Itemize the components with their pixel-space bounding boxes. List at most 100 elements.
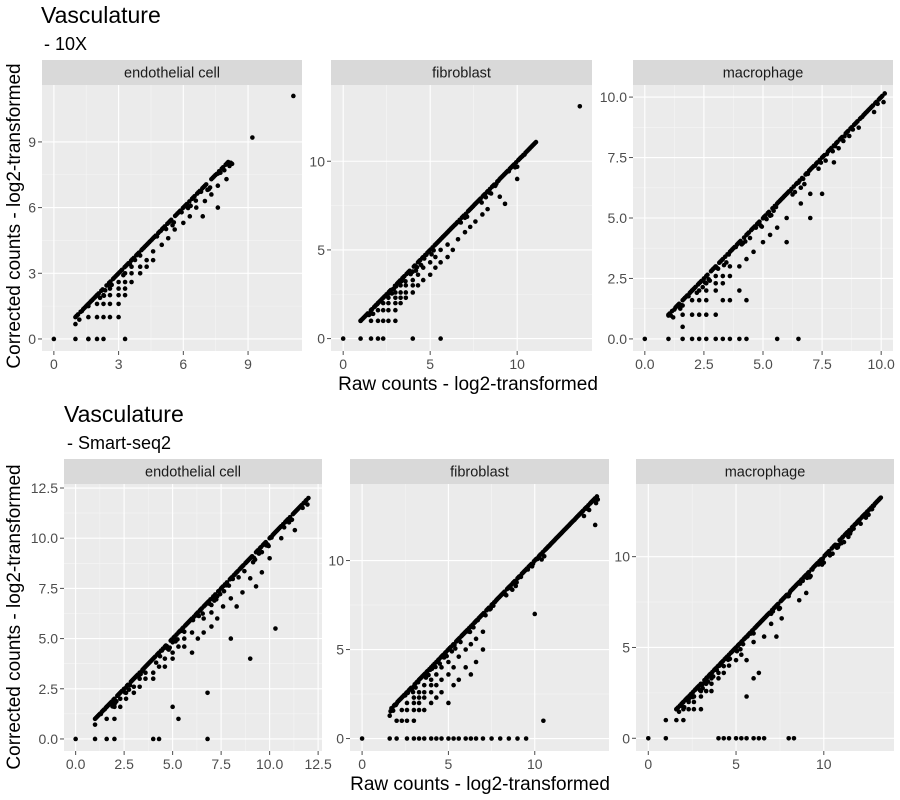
diagonal-point	[586, 507, 592, 513]
diagonal-point	[218, 170, 223, 176]
facet-strip	[331, 60, 592, 85]
data-point	[116, 279, 121, 285]
data-point	[680, 336, 685, 342]
data-point	[291, 93, 296, 99]
data-point	[112, 704, 117, 710]
data-point	[209, 192, 214, 197]
data-point	[228, 596, 234, 601]
data-point	[375, 300, 381, 306]
diagonal-point	[229, 161, 235, 167]
data-point	[446, 672, 451, 677]
data-point	[709, 681, 714, 687]
data-point	[784, 239, 789, 245]
diagonal-point	[747, 235, 753, 241]
x-tick-label: 0	[50, 356, 58, 372]
diagonal-point	[777, 605, 783, 611]
data-point	[727, 264, 733, 269]
data-point	[489, 736, 494, 741]
data-point	[387, 736, 393, 741]
data-point	[86, 336, 91, 342]
data-point	[767, 232, 773, 238]
data-point	[523, 736, 529, 741]
diagonal-point	[764, 216, 769, 222]
data-point	[468, 672, 474, 677]
x-tick-label: 10	[816, 756, 832, 772]
diagonal-point	[222, 167, 227, 173]
data-point	[393, 318, 398, 324]
data-point	[116, 301, 121, 307]
y-tick-label: 0	[28, 331, 36, 347]
data-point	[689, 297, 695, 303]
data-point	[686, 706, 691, 712]
data-point	[107, 292, 113, 298]
diagonal-point	[875, 101, 880, 107]
data-point	[698, 706, 704, 712]
chart-2-x-axis-label: Raw counts - log2-transformed	[350, 774, 610, 795]
diagonal-point	[533, 139, 539, 145]
data-point	[703, 297, 709, 303]
diagonal-point	[539, 557, 544, 562]
facet-strip-label: endothelial cell	[145, 465, 241, 481]
data-point	[123, 690, 129, 696]
data-point	[666, 336, 671, 342]
data-point	[497, 194, 503, 200]
data-point	[420, 277, 426, 283]
data-point	[131, 684, 137, 690]
data-point	[393, 295, 398, 301]
diagonal-point	[858, 521, 863, 527]
x-tick-label: 5.0	[753, 356, 773, 372]
diagonal-point	[513, 583, 519, 589]
data-point	[411, 695, 417, 700]
data-point	[420, 265, 426, 270]
data-point	[122, 270, 128, 276]
diagonal-point	[836, 145, 841, 151]
data-point	[703, 288, 709, 293]
data-point	[416, 695, 422, 700]
diagonal-point	[593, 500, 599, 506]
data-point	[713, 288, 719, 293]
diagonal-point	[510, 587, 515, 593]
data-point	[784, 215, 789, 221]
data-point	[666, 312, 671, 318]
y-tick-label: 0	[622, 730, 630, 746]
data-point	[473, 659, 479, 665]
data-point	[403, 295, 409, 301]
data-point	[739, 652, 744, 658]
diagonal-point	[700, 284, 706, 290]
diagonal-point	[866, 512, 871, 518]
facet-strip	[633, 60, 893, 85]
diagonal-point	[841, 138, 846, 144]
data-point	[117, 696, 123, 702]
x-tick-label: 5	[445, 756, 453, 772]
data-point	[463, 665, 468, 670]
chart-2-y-axis-label: Corrected counts - log2-transformed	[4, 464, 25, 769]
facet-strip-label: fibroblast	[432, 66, 491, 82]
data-point	[73, 336, 78, 342]
diagonal-point	[503, 592, 509, 598]
facet-strip-label: endothelial cell	[124, 66, 220, 82]
data-point	[434, 695, 439, 700]
data-point	[101, 292, 106, 298]
data-point	[674, 706, 679, 712]
data-point	[428, 689, 434, 695]
data-point	[462, 229, 468, 235]
diagonal-point	[109, 282, 114, 288]
data-point	[143, 676, 148, 682]
data-point	[170, 704, 175, 710]
diagonal-point	[73, 321, 78, 327]
data-point	[577, 103, 583, 109]
y-tick-label: 12.5	[31, 480, 58, 496]
data-point	[427, 260, 433, 265]
data-point	[193, 205, 199, 210]
data-point	[394, 736, 399, 741]
data-point	[463, 736, 468, 741]
data-point	[819, 191, 825, 197]
diagonal-point	[126, 687, 132, 692]
data-point	[165, 235, 171, 241]
diagonal-point	[444, 653, 449, 659]
data-point	[215, 205, 221, 210]
data-point	[450, 247, 456, 253]
data-point	[205, 736, 210, 742]
data-point	[744, 256, 749, 262]
diagonal-point	[221, 588, 227, 594]
